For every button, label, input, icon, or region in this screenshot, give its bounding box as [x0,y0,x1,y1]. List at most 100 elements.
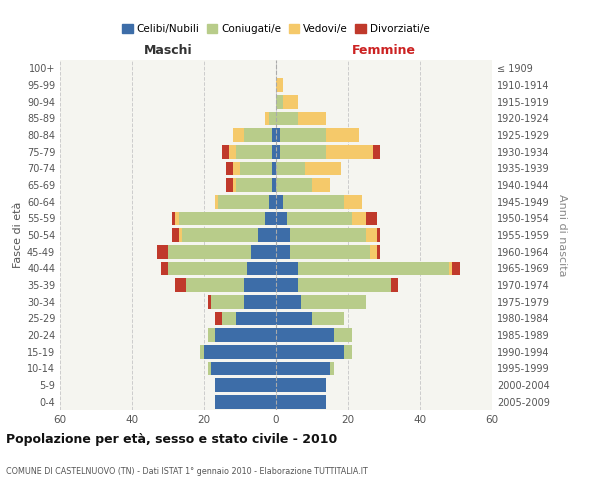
Bar [265,112,269,125]
Bar [226,178,233,192]
Bar [276,228,290,242]
Bar [269,112,276,125]
Bar [344,345,352,358]
Bar [161,262,168,275]
Bar [179,212,265,225]
Bar [391,278,398,292]
Bar [157,245,168,258]
Bar [290,245,370,258]
Bar [240,162,272,175]
Bar [276,162,305,175]
Bar [298,112,326,125]
Bar [330,362,334,375]
Bar [211,295,244,308]
Bar [272,162,276,175]
Bar [283,195,344,208]
Bar [276,95,283,108]
Bar [186,278,244,292]
Bar [276,245,290,258]
Bar [208,295,211,308]
Bar [312,178,330,192]
Bar [373,145,380,158]
Bar [344,195,362,208]
Bar [236,178,272,192]
Bar [182,228,258,242]
Bar [276,262,298,275]
Bar [290,228,366,242]
Bar [226,162,233,175]
Bar [298,278,391,292]
Bar [276,395,326,408]
Y-axis label: Fasce di età: Fasce di età [13,202,23,268]
Bar [298,262,449,275]
Bar [377,245,380,258]
Text: Maschi: Maschi [143,44,193,57]
Bar [276,278,298,292]
Bar [276,362,330,375]
Bar [222,145,229,158]
Bar [452,262,460,275]
Bar [276,112,298,125]
Bar [172,212,175,225]
Bar [276,312,312,325]
Bar [276,178,312,192]
Bar [312,312,344,325]
Bar [269,195,276,208]
Bar [449,262,452,275]
Bar [276,145,280,158]
Bar [244,278,276,292]
Bar [244,295,276,308]
Bar [287,212,352,225]
Bar [208,362,211,375]
Bar [236,145,272,158]
Bar [251,245,276,258]
Bar [265,212,276,225]
Bar [172,228,179,242]
Bar [276,295,301,308]
Bar [276,78,283,92]
Bar [305,162,341,175]
Text: COMUNE DI CASTELNUOVO (TN) - Dati ISTAT 1° gennaio 2010 - Elaborazione TUTTITALI: COMUNE DI CASTELNUOVO (TN) - Dati ISTAT … [6,468,368,476]
Text: Popolazione per età, sesso e stato civile - 2010: Popolazione per età, sesso e stato civil… [6,432,337,446]
Bar [272,128,276,142]
Bar [215,378,276,392]
Bar [218,195,269,208]
Bar [222,312,236,325]
Bar [244,128,272,142]
Bar [276,128,280,142]
Bar [366,228,377,242]
Bar [233,128,244,142]
Bar [366,212,377,225]
Bar [204,345,276,358]
Bar [175,278,186,292]
Bar [208,328,215,342]
Bar [236,312,276,325]
Bar [247,262,276,275]
Legend: Celibi/Nubili, Coniugati/e, Vedovi/e, Divorziati/e: Celibi/Nubili, Coniugati/e, Vedovi/e, Di… [118,20,434,38]
Bar [276,378,326,392]
Bar [280,128,326,142]
Bar [326,145,373,158]
Bar [215,328,276,342]
Bar [211,362,276,375]
Bar [276,328,334,342]
Bar [352,212,366,225]
Bar [168,262,247,275]
Y-axis label: Anni di nascita: Anni di nascita [557,194,566,276]
Bar [215,395,276,408]
Bar [276,195,283,208]
Bar [179,228,182,242]
Bar [334,328,352,342]
Bar [280,145,326,158]
Bar [301,295,366,308]
Bar [233,162,240,175]
Bar [215,195,218,208]
Bar [233,178,236,192]
Bar [370,245,377,258]
Bar [168,245,251,258]
Text: Femmine: Femmine [352,44,416,57]
Bar [229,145,236,158]
Bar [283,95,298,108]
Bar [215,312,222,325]
Bar [377,228,380,242]
